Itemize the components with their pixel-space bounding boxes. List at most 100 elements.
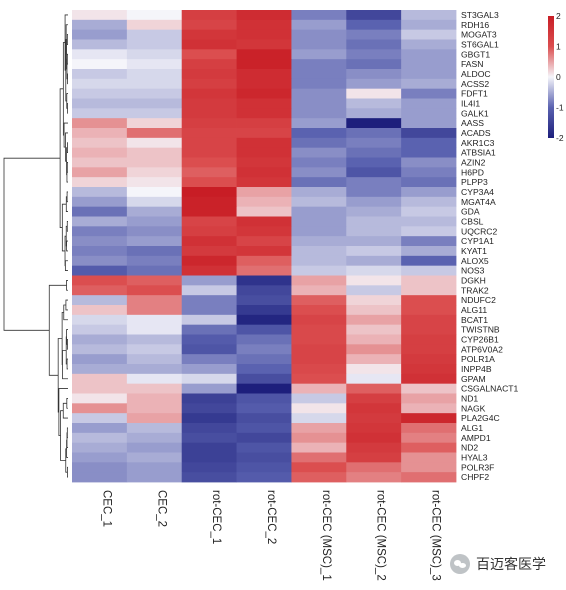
heatmap-cell <box>126 108 183 119</box>
heatmap-cell <box>72 354 128 365</box>
heatmap-cell <box>181 118 237 129</box>
heatmap-cell <box>346 59 402 70</box>
heatmap-cell <box>181 98 237 109</box>
heatmap-cell <box>346 167 402 178</box>
heatmap-cell <box>236 462 292 473</box>
heatmap-cell <box>236 147 292 158</box>
heatmap-cell <box>72 88 128 99</box>
heatmap-cell <box>72 403 128 414</box>
heatmap-cell <box>72 157 128 168</box>
heatmap-cell <box>401 157 457 168</box>
heatmap-cell <box>401 275 457 286</box>
heatmap-cell <box>291 206 347 217</box>
heatmap-cell <box>181 167 237 178</box>
heatmap-cell <box>181 137 237 149</box>
heatmap-cell <box>346 98 402 109</box>
heatmap-cell <box>236 206 292 217</box>
heatmap-cell <box>401 59 457 70</box>
heatmap-cell <box>72 383 128 394</box>
heatmap-cell <box>346 285 402 296</box>
row-label: ST6GAL1 <box>461 39 499 49</box>
heatmap-cell <box>72 432 128 444</box>
heatmap-cell <box>236 383 292 394</box>
heatmap-cell <box>181 216 237 227</box>
heatmap-cell <box>181 442 237 453</box>
row-label: KYAT1 <box>461 246 487 256</box>
row-label: TRAK2 <box>461 285 489 295</box>
heatmap-cell <box>346 295 402 306</box>
heatmap-cell <box>401 452 457 463</box>
heatmap-cell <box>291 285 347 296</box>
heatmap-cell <box>126 216 183 227</box>
heatmap-cell <box>346 88 402 99</box>
heatmap-cell <box>126 403 183 414</box>
heatmap-cell <box>291 246 347 257</box>
heatmap-cell <box>401 78 457 90</box>
heatmap-cell <box>72 452 128 463</box>
heatmap-cell <box>291 255 347 267</box>
row-dendrogram <box>3 14 68 478</box>
heatmap-cell <box>401 462 457 473</box>
row-label: GBGT1 <box>461 49 490 59</box>
heatmap-cell <box>346 216 402 227</box>
heatmap-cell <box>181 108 237 119</box>
heatmap-cell <box>181 275 237 286</box>
dendrogram-branch <box>67 142 68 153</box>
heatmap-cell <box>236 324 292 335</box>
heatmap-cell <box>236 98 292 109</box>
row-label: GPAM <box>461 374 486 384</box>
heatmap-cell <box>346 177 402 188</box>
heatmap-cell <box>236 246 292 257</box>
heatmap-cell <box>291 314 347 326</box>
heatmap-cell <box>72 462 128 473</box>
heatmap-cell <box>236 69 292 80</box>
heatmap-cell <box>72 78 128 90</box>
heatmap-cell <box>291 442 347 453</box>
heatmap-cell <box>291 137 347 149</box>
heatmap-cell <box>181 452 237 463</box>
heatmap-cell <box>346 393 402 404</box>
heatmap-cell <box>181 157 237 168</box>
heatmap-cell <box>236 59 292 70</box>
heatmap-cell <box>401 177 457 188</box>
heatmap-cell <box>126 196 183 208</box>
heatmap-cell <box>291 226 347 237</box>
row-label: ALOX5 <box>461 256 489 266</box>
heatmap-cell <box>401 393 457 404</box>
heatmap-cell <box>72 423 128 434</box>
heatmap-cell <box>236 472 292 483</box>
heatmap-cell <box>236 373 292 385</box>
heatmap-cell <box>401 187 457 198</box>
row-label: HYAL3 <box>461 452 488 462</box>
row-label: MOGAT3 <box>461 30 497 40</box>
dendrogram-branch <box>65 299 68 311</box>
dendrogram-branch <box>63 122 68 148</box>
heatmap-cell <box>126 246 183 257</box>
dendrogram-branch <box>48 284 67 376</box>
heatmap-cell <box>346 354 402 365</box>
dendrogram-branch <box>63 304 68 321</box>
heatmap-cell <box>181 236 237 247</box>
heatmap-cell <box>236 167 292 178</box>
heatmap-cell <box>291 305 347 316</box>
heatmap-cell <box>236 334 292 345</box>
dendrogram-branch <box>66 191 68 203</box>
colorbar-tick-label: 1 <box>556 42 561 52</box>
heatmap-cell <box>72 255 128 267</box>
heatmap-cell <box>291 383 347 394</box>
row-label: AMPD1 <box>461 433 491 443</box>
heatmap-cell <box>72 472 128 483</box>
dendrogram-branch <box>64 260 68 271</box>
heatmap-cell <box>181 147 237 158</box>
heatmap-cell <box>346 364 402 375</box>
colorbar-tick-label: -2 <box>556 133 564 143</box>
heatmap-cell <box>291 157 347 168</box>
row-label: ND2 <box>461 443 478 453</box>
heatmap-cell <box>346 236 402 247</box>
row-label: CYP1A1 <box>461 236 494 246</box>
heatmap-cell <box>401 383 457 394</box>
row-label: MGAT4A <box>461 197 496 207</box>
heatmap-cell <box>126 39 183 50</box>
heatmap-cell <box>291 265 347 276</box>
heatmap-cell <box>72 10 128 21</box>
